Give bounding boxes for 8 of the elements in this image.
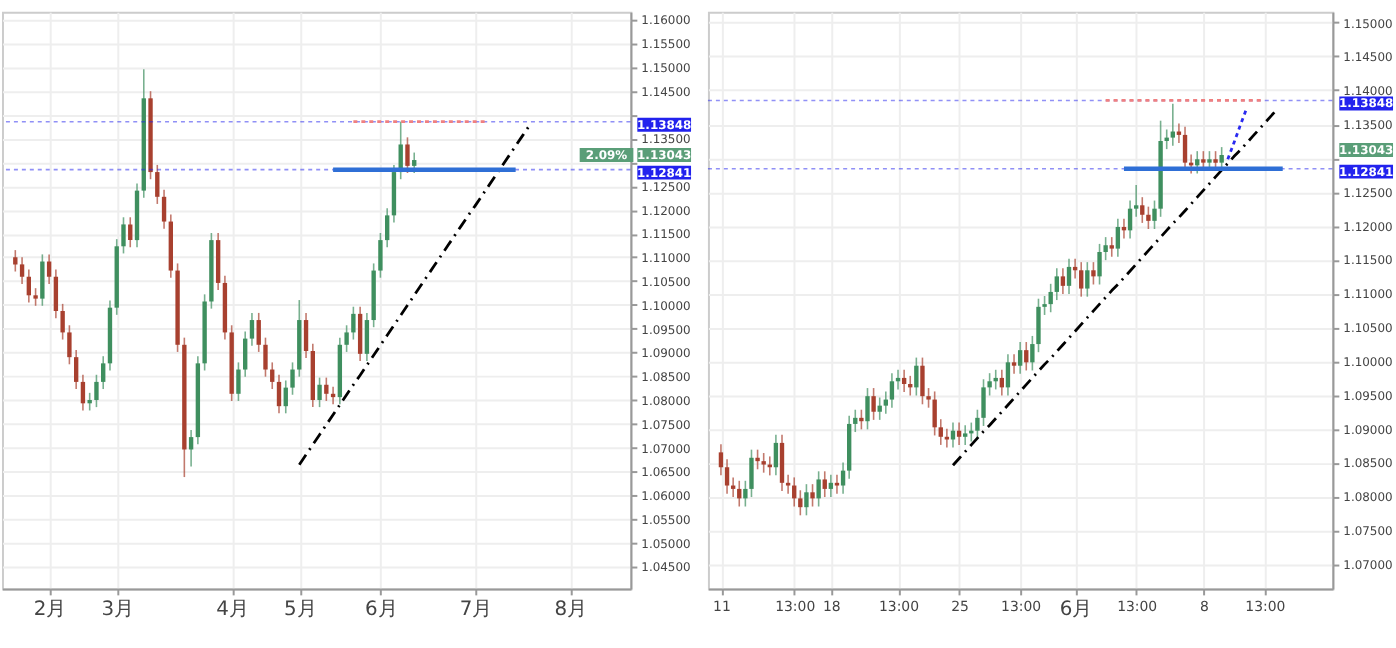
x-tick-label: 5月 (283, 599, 317, 622)
x-tick-label: 2月 (33, 599, 67, 622)
x-tick-label: 7月 (459, 599, 493, 622)
x-tick-label: 6月 (365, 599, 398, 622)
x-tick-label: 3月 (101, 599, 135, 622)
x-tick-label: 6月 (1059, 599, 1093, 622)
x-tick-label: 4月 (216, 599, 249, 622)
x-tick-label: 8月 (554, 599, 588, 622)
